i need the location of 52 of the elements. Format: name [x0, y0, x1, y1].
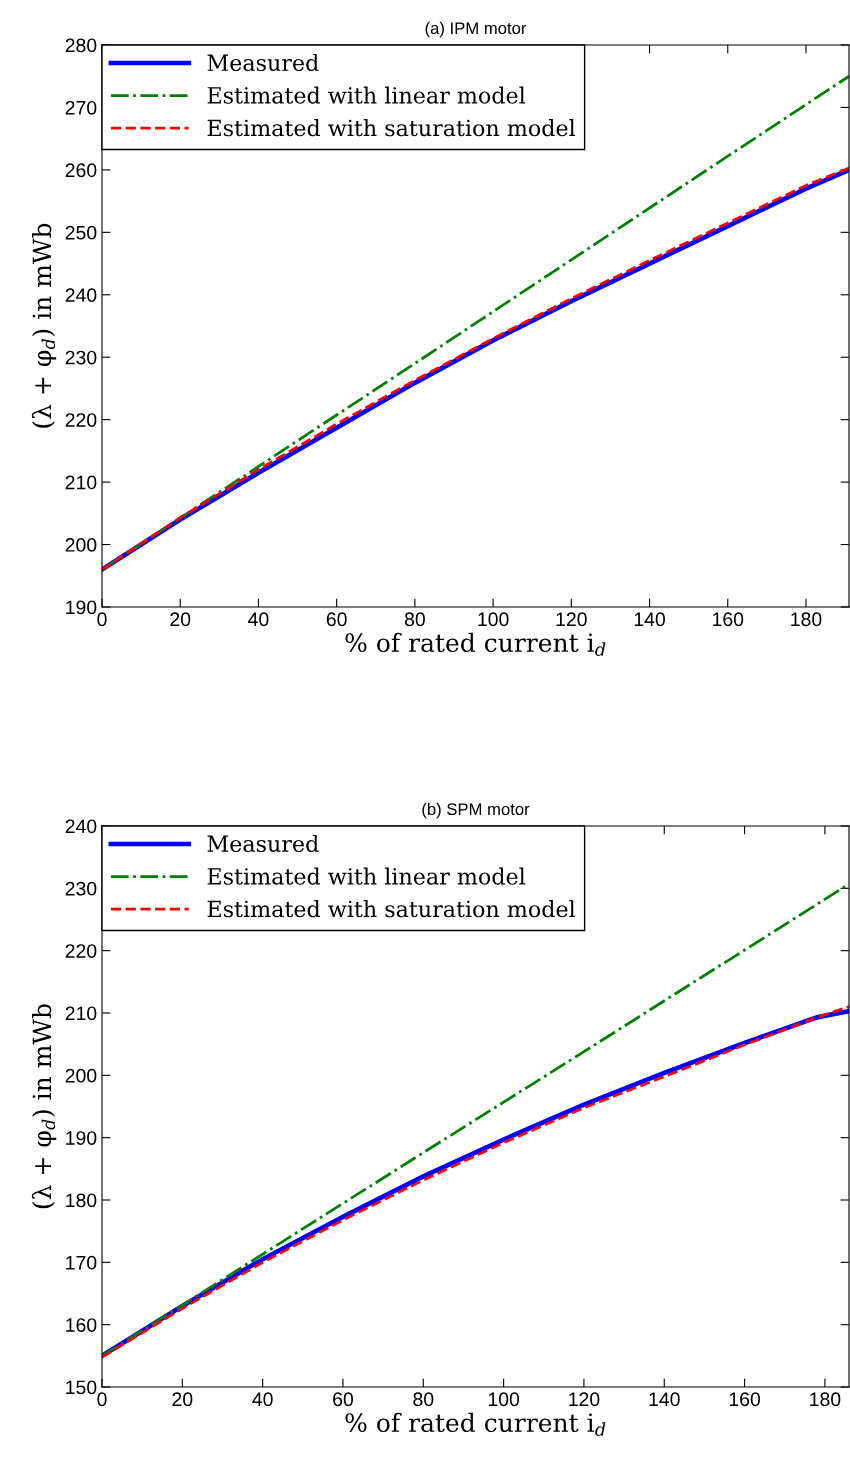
y-tick-label: 230 — [65, 350, 97, 365]
y-tick-label: 210 — [65, 1006, 97, 1021]
x-axis-title: % of rated current i$_{d}$ — [345, 632, 606, 656]
x-tick-label: 120 — [569, 1392, 600, 1407]
chart-title: (b) SPM motor — [422, 802, 530, 819]
x-tick-label: 140 — [649, 1392, 680, 1407]
y-tick-label: 270 — [65, 100, 97, 115]
y-axis-title: (λ + φ$_{d}$) in mWb — [31, 1004, 57, 1209]
x-tick-label: 0 — [97, 1392, 107, 1407]
x-tick-label: 60 — [333, 1392, 354, 1407]
x-tick-label: 60 — [326, 612, 347, 627]
y-tick-label: 180 — [66, 1193, 97, 1208]
y-tick-label: 200 — [65, 1068, 97, 1083]
y-tick-label: 210 — [65, 475, 97, 490]
y-tick-label: 230 — [65, 881, 97, 896]
x-tick-label: 80 — [404, 612, 425, 627]
x-tick-label: 0 — [97, 612, 107, 627]
x-tick-label: 20 — [172, 1392, 193, 1407]
x-tick-label: 180 — [810, 1392, 841, 1407]
y-tick-label: 260 — [65, 163, 97, 178]
x-tick-label: 160 — [729, 1392, 761, 1407]
legend-label: Estimated with saturation model — [207, 119, 576, 137]
y-tick-label: 190 — [66, 600, 97, 615]
y-tick-label: 220 — [65, 944, 97, 958]
legend-label: Estimated with linear model — [207, 86, 526, 104]
y-tick-label: 240 — [65, 819, 97, 834]
x-tick-label: 140 — [634, 612, 665, 627]
y-tick-label: 170 — [66, 1255, 97, 1270]
x-tick-label: 180 — [791, 612, 822, 627]
y-tick-label: 240 — [65, 288, 97, 303]
x-tick-label: 120 — [556, 612, 587, 627]
x-axis-title: % of rated current i$_{d}$ — [345, 1412, 606, 1436]
x-tick-label: 160 — [713, 612, 744, 627]
y-tick-label: 250 — [65, 225, 97, 240]
y-tick-label: 190 — [66, 1131, 97, 1145]
y-tick-label: 200 — [65, 538, 97, 552]
legend-label: Measured — [207, 53, 319, 72]
y-tick-label: 280 — [65, 38, 97, 53]
chart-title: (a) IPM motor — [425, 21, 527, 38]
x-tick-label: 40 — [248, 612, 269, 627]
x-tick-label: 20 — [170, 612, 191, 627]
legend-label: Estimated with linear model — [207, 867, 526, 885]
y-tick-label: 150 — [66, 1380, 97, 1395]
x-tick-label: 100 — [478, 612, 509, 627]
x-tick-label: 100 — [488, 1392, 520, 1407]
legend-label: Measured — [207, 834, 319, 853]
y-tick-label: 220 — [65, 413, 97, 427]
y-axis-title: (λ + φ$_{d}$) in mWb — [31, 223, 57, 428]
y-tick-label: 160 — [66, 1318, 97, 1332]
x-tick-label: 80 — [413, 1392, 434, 1407]
x-tick-label: 40 — [252, 1392, 273, 1407]
legend-label: Estimated with saturation model — [207, 900, 576, 918]
